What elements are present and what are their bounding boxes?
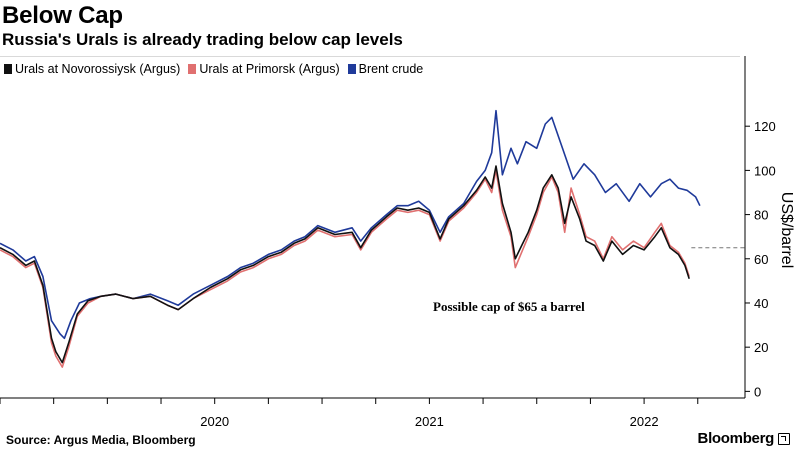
y-tick-label-120: 120 bbox=[754, 119, 776, 134]
x-tick-label-2021: 2021 bbox=[415, 414, 444, 429]
y-axis-title: US$/barrel bbox=[778, 192, 795, 268]
chart-title: Below Cap bbox=[2, 2, 123, 29]
y-tick-label-100: 100 bbox=[754, 163, 776, 178]
legend-item-novorossiysk: Urals at Novorossiysk (Argus) bbox=[4, 62, 180, 76]
legend-label-primorsk: Urals at Primorsk (Argus) bbox=[199, 62, 340, 76]
series-line-urals-at-novorossiysk-argus bbox=[0, 165, 690, 364]
y-tick-label-60: 60 bbox=[754, 252, 768, 267]
legend-swatch-brent bbox=[347, 64, 356, 74]
source-note: Source: Argus Media, Bloomberg bbox=[6, 433, 196, 447]
legend-label-novorossiysk: Urals at Novorossiysk (Argus) bbox=[15, 62, 181, 76]
y-tick-label-40: 40 bbox=[754, 296, 768, 311]
x-tick-label-2022: 2022 bbox=[630, 414, 659, 429]
legend-label-brent: Brent crude bbox=[358, 62, 424, 76]
header-divider bbox=[0, 56, 740, 57]
y-tick-label-80: 80 bbox=[754, 208, 768, 223]
legend-swatch-novorossiysk bbox=[4, 64, 12, 74]
y-tick-label-0: 0 bbox=[754, 384, 761, 399]
legend-item-primorsk: Urals at Primorsk (Argus) bbox=[188, 62, 340, 76]
brand-label: Bloomberg bbox=[697, 430, 775, 447]
legend-swatch-primorsk bbox=[188, 64, 197, 74]
series-line-brent-crude bbox=[0, 109, 701, 340]
series-line-urals-at-primorsk-argus bbox=[0, 169, 690, 368]
chart-legend: Urals at Novorossiysk (Argus) Urals at P… bbox=[4, 60, 431, 78]
external-link-icon bbox=[778, 432, 790, 445]
y-tick-label-20: 20 bbox=[754, 340, 768, 355]
bloomberg-logo: Bloomberg bbox=[698, 430, 790, 447]
legend-item-brent: Brent crude bbox=[347, 62, 424, 76]
cap-annotation: Possible cap of $65 a barrel bbox=[433, 299, 585, 314]
x-tick-label-2020: 2020 bbox=[200, 414, 229, 429]
chart-subtitle: Russia's Urals is already trading below … bbox=[2, 30, 403, 49]
